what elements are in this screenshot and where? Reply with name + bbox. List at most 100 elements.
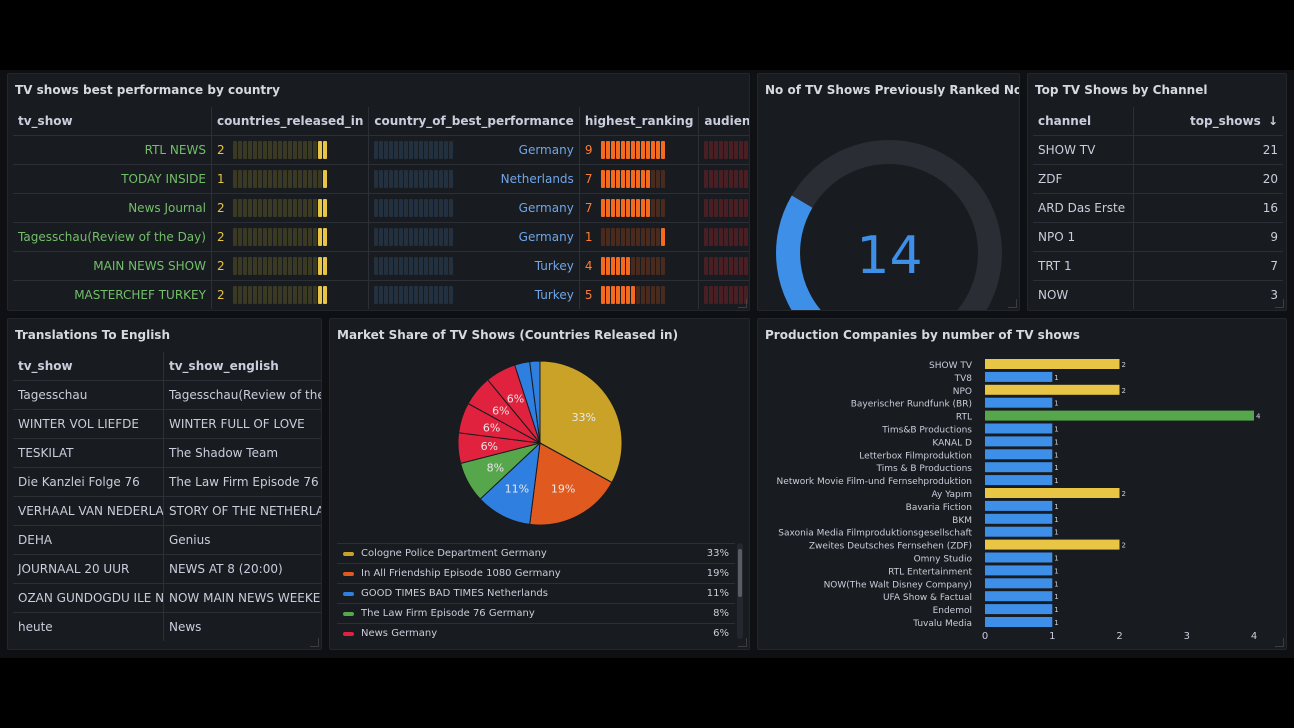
legend-label: GOOD TIMES BAD TIMES Netherlands [361, 588, 548, 599]
dashboard: TV shows best performance by country tv_… [0, 70, 1294, 658]
bar-gauge [232, 286, 327, 304]
bar[interactable] [985, 604, 1053, 615]
cell-highest-ranking: 7 [578, 164, 699, 194]
column-header[interactable]: country_of_best_performance [368, 107, 580, 136]
bar[interactable] [985, 475, 1053, 486]
performance-table: tv_show countries_released_in country_of… [13, 107, 749, 309]
bar[interactable] [985, 617, 1053, 627]
bar[interactable] [985, 488, 1120, 498]
legend-scrollbar[interactable] [737, 543, 743, 639]
bar-value-label: 1 [1054, 555, 1058, 563]
bar[interactable] [985, 565, 1053, 576]
pie-slice-label: 6% [483, 421, 500, 434]
panel-market[interactable]: Market Share of TV Shows (Countries Rele… [329, 318, 750, 650]
column-header[interactable]: tv_show [18, 359, 73, 373]
cell-tv-show: VERHAAL VAN NEDERLAN [13, 496, 164, 526]
legend-item[interactable]: Cologne Police Department Germany 33% [337, 543, 735, 563]
pie-slice-label: 6% [492, 405, 509, 418]
cell-country: Turkey [368, 280, 580, 309]
resize-handle[interactable] [1008, 299, 1017, 308]
bar[interactable] [985, 591, 1053, 602]
resize-handle[interactable] [1275, 638, 1284, 647]
bar[interactable] [985, 410, 1254, 421]
cell-tv-show: OZAN GUNDOGDU ILE NO [13, 583, 164, 613]
bar-value-label: 1 [1054, 567, 1058, 575]
bar-value-label: 4 [1256, 413, 1261, 421]
table-row: Tagesschau(Review of the Day) 2 Germany 1 19… [13, 222, 749, 252]
pie-slice[interactable] [529, 442, 613, 526]
bar[interactable] [985, 449, 1053, 460]
bar[interactable] [985, 462, 1053, 473]
bar[interactable] [985, 578, 1053, 589]
legend-item[interactable]: In All Friendship Episode 1080 Germany 19… [337, 563, 735, 583]
column-header[interactable]: tv_show [18, 114, 73, 128]
table-row: NOW 3 [1033, 280, 1283, 309]
pie-slice[interactable] [529, 360, 541, 444]
arrow-down-icon[interactable]: ↓ [1267, 114, 1278, 128]
resize-handle[interactable] [738, 638, 747, 647]
panel-performance[interactable]: TV shows best performance by country tv_… [7, 73, 750, 311]
bar[interactable] [985, 552, 1053, 563]
panel-title: Production Companies by number of TV sho… [765, 328, 1080, 342]
cell-tv-show-english: STORY OF THE NETHERLA [163, 496, 321, 526]
cell-channel: ZDF [1033, 164, 1134, 194]
bar[interactable] [985, 500, 1053, 511]
cell-countries-released: 1 [210, 164, 369, 194]
cell-tv-show: MAIN NEWS SHOW [13, 251, 212, 281]
resize-handle[interactable] [310, 638, 319, 647]
bar[interactable] [985, 526, 1053, 537]
bar-category-label: NPO [953, 387, 972, 397]
table-row: ZDF 20 [1033, 164, 1283, 194]
table-row: News Journal 2 Germany 7 16.3% [13, 193, 749, 223]
cell-countries-released: 2 [210, 193, 369, 223]
cell-country: Germany [368, 222, 580, 252]
column-header[interactable]: audience_share [698, 107, 749, 136]
resize-handle[interactable] [1275, 299, 1284, 308]
column-header[interactable]: countries_released_in [210, 107, 369, 136]
legend-item[interactable]: GOOD TIMES BAD TIMES Netherlands 11% [337, 583, 735, 603]
bar-category-label: UFA Show & Factual [883, 593, 972, 603]
column-header[interactable]: top_shows ↓ [1133, 107, 1283, 136]
bar[interactable] [985, 359, 1120, 369]
legend-item[interactable]: News Germany 6% [337, 623, 735, 643]
bar[interactable] [985, 371, 1053, 382]
bar[interactable] [985, 436, 1053, 447]
legend-swatch [343, 571, 354, 576]
cell-country: Germany [368, 193, 580, 223]
bar[interactable] [985, 539, 1120, 550]
legend-item[interactable]: The Law Firm Episode 76 Germany 8% [337, 603, 735, 623]
bar[interactable] [985, 423, 1053, 434]
cell-tv-show-english: NEWS AT 8 (20:00) [163, 554, 321, 584]
bar-value-label: 1 [1054, 477, 1058, 485]
x-tick-label: 0 [982, 631, 988, 642]
cell-tv-show: Tagesschau(Review of the Day) [13, 222, 212, 252]
bar-value-label: 2 [1122, 361, 1126, 369]
panel-ranked[interactable]: No of TV Shows Previously Ranked No.1 14 [757, 73, 1020, 311]
table-row: SHOW TV 21 [1033, 135, 1283, 165]
cell-top-shows: 7 [1133, 251, 1283, 281]
cell-highest-ranking: 7 [578, 193, 699, 223]
cell-audience-share: 10.77 [698, 280, 749, 309]
bar[interactable] [985, 384, 1120, 395]
cell-top-shows: 9 [1133, 222, 1283, 252]
bar-gauge [374, 199, 454, 217]
bar[interactable] [985, 513, 1053, 524]
panel-title: TV shows best performance by country [15, 83, 280, 97]
panel-channel[interactable]: Top TV Shows by Channel channel top_show… [1027, 73, 1287, 311]
cell-value: 5 [584, 288, 593, 302]
column-header[interactable]: tv_show_english [163, 352, 321, 381]
legend-label: Cologne Police Department Germany [361, 548, 547, 559]
bar[interactable] [985, 397, 1053, 408]
column-header[interactable]: highest_ranking [578, 107, 699, 136]
panel-translations[interactable]: Translations To English tv_show tv_show_… [7, 318, 322, 650]
column-header[interactable]: channel [1038, 114, 1092, 128]
pie-slice[interactable] [539, 360, 623, 484]
legend-swatch [343, 631, 354, 636]
table-row: ARD Das Erste 16 [1033, 193, 1283, 223]
cell-value: 9 [584, 143, 593, 157]
resize-handle[interactable] [738, 299, 747, 308]
table-row: RTL NEWS 2 Germany 9 16.3% [13, 135, 749, 165]
panel-production[interactable]: Production Companies by number of TV sho… [757, 318, 1287, 650]
legend-value: 6% [713, 628, 729, 639]
